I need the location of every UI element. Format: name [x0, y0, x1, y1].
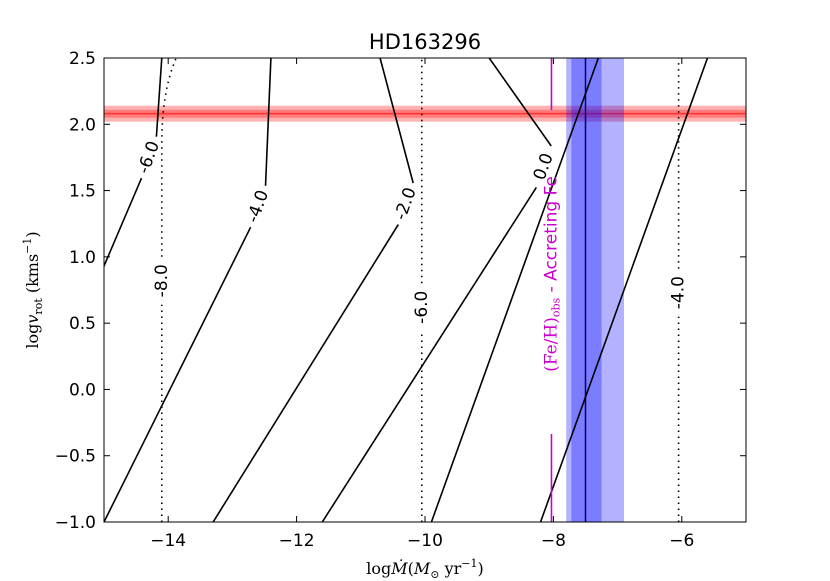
contours [104, 58, 709, 522]
y-tick-label: 0.5 [69, 314, 96, 334]
bands [104, 58, 746, 522]
x-tick-label: −8 [541, 531, 566, 551]
x-axis-title: logṀ(M⊙ yr−1) [366, 557, 484, 581]
y-tick-label: 2.0 [69, 115, 96, 135]
contour-labels: -6.0-4.0 -2.00.0-8.0-6.0 -4.0(Fe/H)obs - A… [134, 138, 689, 371]
solid-contour-line [155, 58, 163, 137]
dotted-contour-label: -4.0 [669, 276, 689, 309]
solid-contour-line [212, 224, 399, 522]
axes: −14 −12 −10 −8 −6 −1.0 −0.5 0.0 0.5 1.0 1.5 2.0 2.5 [55, 49, 746, 551]
feh-line-label: (Fe/H)obs - Accreting Fe [541, 176, 562, 372]
x-tick-label: −12 [279, 531, 315, 551]
mdot-band-inner [571, 58, 602, 522]
y-tick-label: 1.0 [69, 248, 96, 268]
solid-contour-label: -4.0 [243, 187, 273, 225]
dotted-contour-label: -6.0 [412, 291, 432, 324]
solid-contour-line [321, 186, 537, 522]
solid-contour-line [430, 58, 600, 522]
y-tick-label: −0.5 [55, 447, 96, 467]
solid-contour-label: -6.0 [134, 138, 164, 176]
y-tick-label: 0.0 [69, 380, 96, 400]
solid-contour-label: -2.0 [391, 185, 421, 223]
dotted-contour-label: -8.0 [152, 264, 172, 297]
solid-contour-line [539, 58, 709, 522]
y-tick-label: 1.5 [69, 182, 96, 202]
solid-contour-line [264, 58, 272, 186]
y-tick-label: 2.5 [69, 49, 96, 69]
solid-contour-line [488, 58, 552, 147]
dotted-contour-line [160, 58, 177, 257]
chart-title: HD163296 [369, 30, 481, 54]
plot-area [104, 58, 746, 522]
x-tick-label: −10 [407, 531, 443, 551]
mdot-band-outer [566, 58, 625, 522]
solid-contour-line [379, 58, 414, 184]
y-axis-title: logvrot (kms−1) [21, 231, 45, 348]
x-tick-label: −6 [669, 531, 694, 551]
plot-frame [103, 57, 747, 523]
x-tick-label: −14 [150, 531, 186, 551]
solid-contour-line [104, 177, 143, 269]
y-tick-label: −1.0 [55, 513, 96, 533]
solid-contour-line [104, 226, 252, 522]
